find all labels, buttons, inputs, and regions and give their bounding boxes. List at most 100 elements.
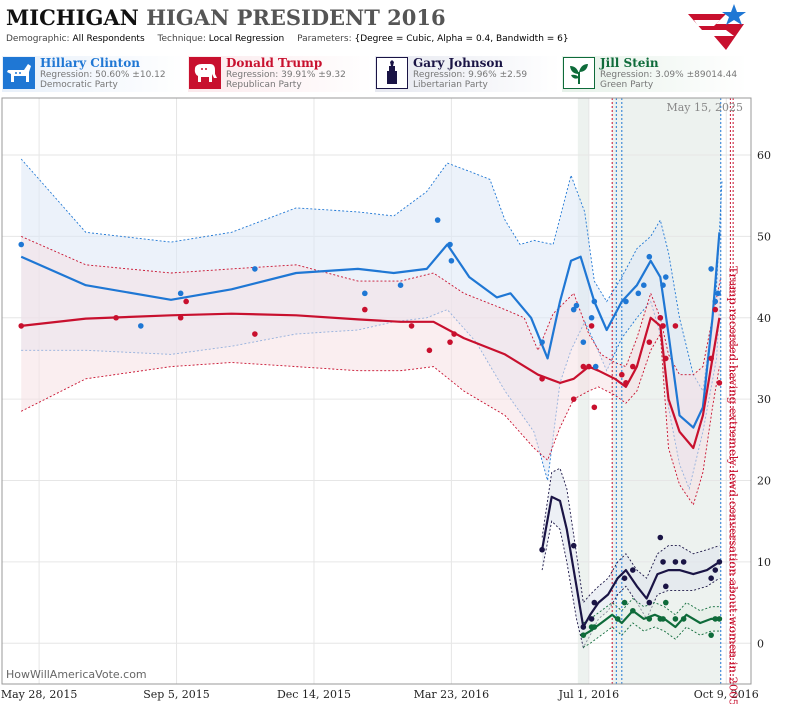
candidate-regression: Regression: 50.60% ±10.12: [40, 70, 166, 80]
candidate-party: Libertarian Party: [413, 80, 488, 90]
candidate-party: Republican Party: [226, 80, 302, 90]
poll-point: [588, 314, 595, 321]
poll-point: [18, 323, 25, 329]
poll-point: [660, 616, 666, 622]
x-tick-label: Oct 9, 2016: [694, 688, 759, 701]
candidate-card-johnson: Gary Johnson Regression: 9.96% ±2.59 Lib…: [375, 56, 560, 92]
poll-point: [657, 314, 664, 321]
candidate-regression: Regression: 3.09% ±89014.44: [600, 70, 738, 80]
candidate-party: Green Party: [600, 80, 654, 90]
poll-point: [716, 380, 723, 386]
poll-point: [362, 306, 368, 313]
poll-point: [662, 583, 669, 590]
candidate-name: Gary Johnson: [413, 56, 504, 70]
x-tick-label: May 28, 2015: [1, 688, 78, 701]
poll-point: [183, 298, 189, 305]
poll-point: [252, 331, 258, 337]
technique-label: Technique:: [157, 34, 206, 44]
plant-icon: [563, 57, 595, 89]
confidence-band: [542, 468, 720, 648]
event-lines: [611, 98, 734, 684]
poll-point: [621, 575, 628, 581]
confidence-band: [21, 236, 721, 505]
poll-point: [708, 266, 714, 272]
candidate-card-trump: Donald Trump Regression: 39.91% ±9.32 Re…: [188, 56, 373, 92]
flag-logo-icon: [688, 4, 746, 50]
poll-point: [539, 375, 545, 382]
event-annotation: Trump recorded having extremely lewd con…: [727, 266, 741, 704]
y-tick-label: 10: [757, 556, 771, 569]
poll-point: [630, 607, 636, 614]
poll-point: [662, 355, 669, 362]
candidate-card-clinton: Hillary Clinton Regression: 50.60% ±10.1…: [2, 56, 187, 92]
poll-point: [177, 314, 184, 321]
candidate-name: Jill Stein: [600, 56, 659, 70]
poll-point: [672, 616, 679, 622]
poll-point: [716, 616, 723, 622]
poll-point: [660, 282, 666, 288]
poll-point: [712, 306, 719, 313]
trend-line: [21, 312, 721, 450]
poll-point: [623, 380, 629, 386]
axes: 0 10 20 30 40 50 60 May 28, 2015 Sep 5, 2015 Dec …: [1, 97, 771, 704]
poll-point: [362, 290, 368, 297]
poll-point: [646, 599, 653, 606]
poll-point: [712, 567, 719, 573]
x-tick-label: Dec 14, 2015: [277, 688, 351, 701]
poll-point: [397, 282, 404, 288]
x-tick-label: Sep 5, 2015: [143, 688, 210, 701]
poll-point: [680, 559, 687, 565]
lower-bound-line: [541, 520, 720, 649]
poll-point: [660, 323, 666, 329]
poll-point: [408, 323, 415, 329]
poll-point: [708, 632, 714, 638]
poll-point: [646, 339, 653, 345]
poll-point: [630, 363, 636, 370]
y-tick-label: 20: [757, 475, 771, 488]
y-tick-label: 0: [757, 637, 764, 650]
poll-point: [646, 253, 653, 260]
poll-point: [113, 314, 119, 321]
poll-point: [646, 616, 653, 622]
poll-point: [570, 306, 577, 313]
demographic-label: Demographic:: [6, 34, 70, 44]
candidate-name: Donald Trump: [226, 56, 323, 70]
poll-point: [448, 257, 455, 264]
title-rest: HIGAN PRESIDENT 2016: [146, 5, 446, 30]
upper-bound-line: [541, 467, 720, 604]
poll-point: [657, 534, 664, 541]
poll-point: [18, 241, 25, 248]
candidate-party: Democratic Party: [40, 80, 118, 90]
y-tick-label: 30: [757, 393, 771, 406]
poll-point: [623, 298, 629, 305]
poll-point: [591, 404, 598, 411]
x-tick-label: Mar 23, 2016: [414, 688, 490, 701]
liberty-torch-icon: [376, 57, 408, 89]
poll-point: [708, 355, 714, 362]
parameters-line: Demographic: All Respondents Technique: …: [6, 34, 569, 44]
poll-point: [447, 339, 453, 345]
poll-point: [177, 290, 184, 297]
poll-point: [539, 546, 545, 553]
poll-point: [588, 323, 595, 329]
trend-line: [541, 495, 721, 629]
candidate-regression: Regression: 9.96% ±2.59: [413, 70, 528, 80]
title-state: MICHIGAN: [6, 5, 139, 30]
poll-point: [712, 616, 719, 622]
poll-point: [680, 616, 687, 622]
poll-point: [591, 599, 598, 606]
poll-point: [716, 559, 723, 565]
poll-point: [662, 274, 669, 280]
poll-point: [621, 599, 628, 606]
upper-bound-line: [20, 158, 723, 393]
poll-point: [580, 632, 587, 638]
poll-point: [708, 575, 714, 581]
poll-point: [662, 599, 669, 606]
poll-point: [570, 396, 577, 402]
poll-point: [580, 363, 587, 370]
poll-point: [138, 323, 144, 329]
page-title: MICHIGAN HIGAN PRESIDENT 2016: [6, 5, 446, 30]
candidate-regression: Regression: 39.91% ±9.32: [226, 70, 346, 80]
x-tick-label: Jul 1, 2016: [558, 688, 620, 701]
